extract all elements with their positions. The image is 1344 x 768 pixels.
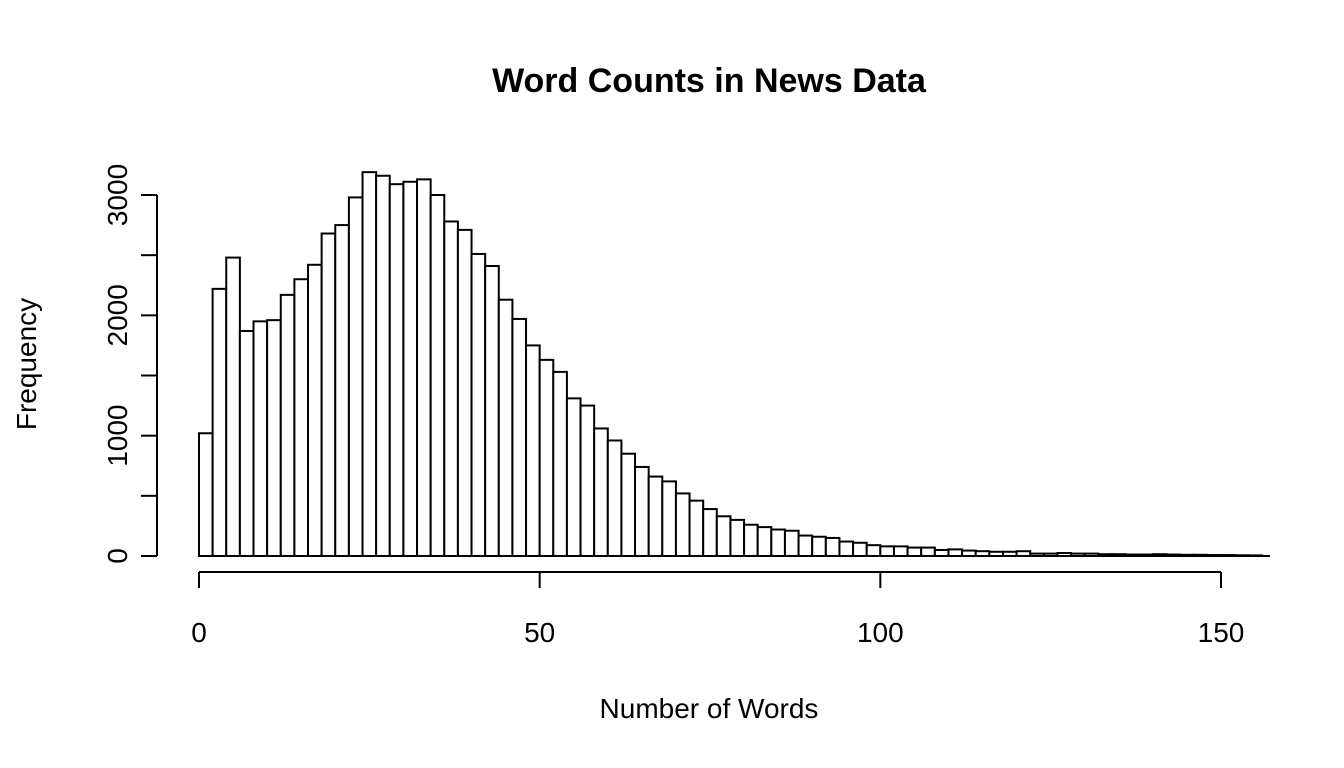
- x-tick-label: 50: [524, 617, 555, 648]
- x-axis-label: Number of Words: [600, 693, 819, 724]
- histogram-bar: [579, 404, 596, 558]
- histogram-bar: [361, 171, 378, 558]
- histogram-bar: [416, 178, 432, 558]
- histogram-bar: [879, 545, 895, 558]
- histogram-bar: [225, 256, 241, 557]
- y-tick-label: 3000: [102, 164, 133, 226]
- chart-title: Word Counts in News Data: [492, 62, 927, 100]
- histogram-bar: [293, 278, 310, 557]
- histogram-bar: [811, 535, 827, 557]
- histogram-bar: [715, 515, 732, 557]
- histogram-bar: [852, 541, 868, 557]
- histogram-bar: [647, 475, 664, 557]
- x-tick-label: 150: [1198, 617, 1245, 648]
- histogram-bar: [674, 492, 691, 557]
- histogram-bar: [375, 174, 391, 557]
- histogram-bar: [429, 194, 446, 557]
- histogram-bar: [388, 183, 405, 557]
- histogram-bar: [484, 264, 500, 557]
- y-tick-label: 1000: [102, 405, 133, 467]
- bars-group: [198, 171, 1270, 558]
- histogram-bar: [470, 252, 487, 557]
- histogram-bar: [702, 508, 718, 558]
- x-tick-label: 0: [191, 617, 207, 648]
- histogram-bar: [497, 298, 514, 557]
- histogram-bar: [320, 232, 337, 558]
- histogram-bar: [552, 370, 568, 558]
- histogram-bar: [838, 540, 855, 557]
- histogram-bar: [688, 499, 705, 557]
- histogram-bar: [252, 320, 269, 557]
- histogram-bar: [620, 452, 637, 558]
- y-axis: 0 1000 2000 3000: [102, 164, 158, 564]
- histogram-bar: [334, 224, 350, 557]
- histogram-bar: [307, 263, 323, 557]
- histogram-bar: [770, 528, 786, 558]
- histogram-bar: [892, 545, 909, 558]
- histogram-bar: [783, 529, 800, 557]
- histogram-bar: [920, 546, 936, 557]
- histogram-bar: [238, 329, 255, 557]
- histogram-bar: [511, 317, 528, 557]
- histogram-bar: [402, 180, 419, 557]
- histogram-bar: [456, 228, 473, 557]
- histogram-bar: [211, 287, 228, 557]
- y-axis-label: Frequency: [11, 298, 42, 430]
- histogram-bar: [729, 518, 746, 558]
- histogram-bar: [443, 220, 459, 557]
- histogram-bar: [797, 534, 814, 558]
- histogram-bar: [756, 526, 773, 557]
- histogram-bar: [565, 397, 582, 558]
- histogram-bar: [906, 546, 923, 557]
- histogram-bar: [634, 465, 650, 558]
- histogram-bar: [266, 319, 282, 557]
- x-axis: 0 50 100 150: [191, 571, 1245, 648]
- histogram-bar: [743, 523, 759, 557]
- histogram-bar: [198, 432, 214, 558]
- histogram-bar: [279, 293, 296, 557]
- y-tick-label: 2000: [102, 284, 133, 346]
- y-tick-label: 0: [102, 548, 133, 564]
- histogram-bar: [606, 439, 623, 558]
- histogram-bar: [865, 544, 882, 557]
- histogram-bar: [538, 358, 555, 557]
- histogram-bar: [593, 427, 609, 557]
- histogram-bar: [347, 196, 364, 557]
- histogram-bar: [824, 536, 841, 558]
- histogram-bar: [525, 344, 541, 557]
- x-tick-label: 100: [857, 617, 904, 648]
- histogram-bar: [661, 480, 677, 558]
